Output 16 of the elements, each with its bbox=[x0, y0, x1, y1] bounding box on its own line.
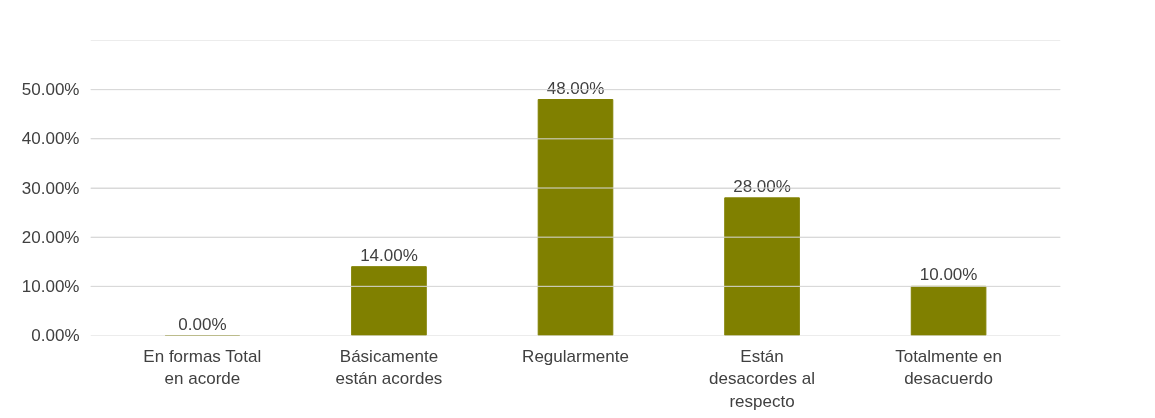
y-tick-label: 10.00% bbox=[21, 276, 80, 296]
x-tick-label: Regularmente bbox=[522, 346, 629, 366]
data-label: 14.00% bbox=[360, 245, 418, 265]
y-tick-label: 0.00% bbox=[31, 326, 80, 345]
x-tick-label: Totalmente en desacuerdo bbox=[895, 346, 1002, 389]
y-tick-label: 50.00% bbox=[21, 80, 80, 100]
y-tick-label: 40.00% bbox=[21, 129, 80, 149]
data-label: 10.00% bbox=[919, 265, 978, 285]
y-tick-label: 20.00% bbox=[21, 227, 80, 247]
x-tick-label: En formas Total en acorde bbox=[143, 346, 262, 389]
data-label: 0.00% bbox=[178, 314, 227, 334]
y-tick-label: 30.00% bbox=[21, 178, 80, 198]
data-label: 48.00% bbox=[546, 78, 605, 98]
x-tick-label: Están desacordes al respecto bbox=[709, 346, 815, 412]
x-tick-label: Básicamente están acordes bbox=[335, 346, 443, 389]
data-label: 28.00% bbox=[733, 176, 791, 196]
